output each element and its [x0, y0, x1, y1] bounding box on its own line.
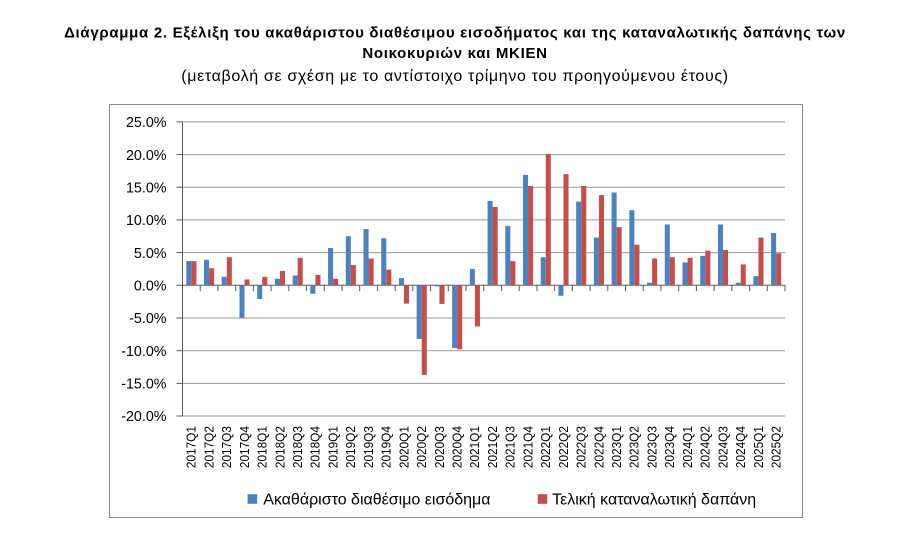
svg-text:2019Q4: 2019Q4 [379, 426, 394, 468]
svg-text:20.0%: 20.0% [126, 148, 167, 164]
svg-text:2021Q3: 2021Q3 [503, 426, 518, 468]
svg-text:2020Q2: 2020Q2 [414, 426, 429, 468]
svg-text:2020Q1: 2020Q1 [396, 426, 411, 468]
svg-text:2024Q2: 2024Q2 [698, 426, 713, 468]
svg-text:2018Q3: 2018Q3 [290, 426, 305, 468]
svg-text:2025Q1: 2025Q1 [751, 426, 766, 468]
svg-text:2024Q1: 2024Q1 [680, 426, 695, 468]
svg-text:-5.0%: -5.0% [129, 311, 167, 327]
svg-text:2024Q4: 2024Q4 [733, 426, 748, 468]
svg-text:2023Q4: 2023Q4 [662, 426, 677, 468]
svg-text:Ακαθάριστο διαθέσιμο εισόδημα: Ακαθάριστο διαθέσιμο εισόδημα [263, 492, 490, 509]
svg-text:2023Q2: 2023Q2 [627, 426, 642, 468]
svg-text:2023Q3: 2023Q3 [644, 426, 659, 468]
svg-text:2017Q1: 2017Q1 [184, 426, 199, 468]
svg-text:2022Q4: 2022Q4 [591, 426, 606, 468]
svg-text:15.0%: 15.0% [126, 180, 167, 196]
svg-text:2025Q2: 2025Q2 [768, 426, 783, 468]
svg-text:2017Q4: 2017Q4 [237, 426, 252, 468]
svg-text:5.0%: 5.0% [134, 246, 167, 262]
svg-text:Τελική καταναλωτική δαπάνη: Τελική καταναλωτική δαπάνη [552, 492, 756, 509]
svg-text:-15.0%: -15.0% [121, 377, 167, 393]
svg-text:2022Q1: 2022Q1 [538, 426, 553, 468]
svg-text:2019Q2: 2019Q2 [343, 426, 358, 468]
svg-text:2020Q4: 2020Q4 [450, 426, 465, 468]
svg-text:0.0%: 0.0% [134, 279, 167, 295]
svg-text:2024Q3: 2024Q3 [715, 426, 730, 468]
svg-text:2019Q1: 2019Q1 [325, 426, 340, 468]
svg-text:2022Q3: 2022Q3 [574, 426, 589, 468]
svg-text:2017Q3: 2017Q3 [219, 426, 234, 468]
svg-text:Νοικοκυριών και ΜΚΙΕΝ: Νοικοκυριών και ΜΚΙΕΝ [362, 45, 547, 62]
svg-text:2018Q1: 2018Q1 [255, 426, 270, 468]
svg-text:2021Q1: 2021Q1 [467, 426, 482, 468]
svg-text:2017Q2: 2017Q2 [201, 426, 216, 468]
svg-text:2020Q3: 2020Q3 [432, 426, 447, 468]
svg-text:2019Q3: 2019Q3 [361, 426, 376, 468]
svg-text:-20.0%: -20.0% [121, 409, 167, 425]
svg-text:2021Q2: 2021Q2 [485, 426, 500, 468]
svg-text:Διάγραμμα 2. Εξέλιξη του ακαθά: Διάγραμμα 2. Εξέλιξη του ακαθάριστου δια… [64, 25, 846, 42]
svg-text:2023Q1: 2023Q1 [609, 426, 624, 468]
svg-text:2018Q2: 2018Q2 [272, 426, 287, 468]
svg-text:(μεταβολή σε σχέση με το αντίσ: (μεταβολή σε σχέση με το αντίστοιχο τρίμ… [181, 68, 728, 85]
svg-text:25.0%: 25.0% [126, 115, 167, 131]
svg-text:2022Q2: 2022Q2 [556, 426, 571, 468]
svg-text:-10.0%: -10.0% [121, 344, 167, 360]
svg-text:10.0%: 10.0% [126, 213, 167, 229]
svg-text:2021Q4: 2021Q4 [520, 426, 535, 468]
svg-text:2018Q4: 2018Q4 [308, 426, 323, 468]
